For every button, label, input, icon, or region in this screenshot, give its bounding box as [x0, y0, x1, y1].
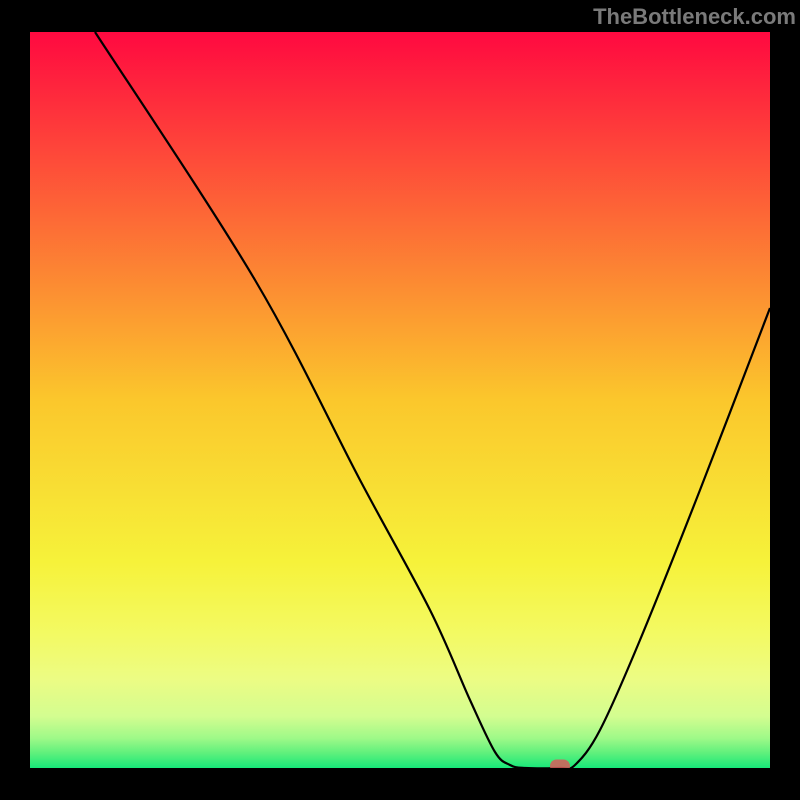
frame-border-right: [770, 0, 800, 800]
chart-frame: TheBottleneck.com: [0, 0, 800, 800]
frame-border-bottom: [0, 768, 800, 800]
frame-border-left: [0, 0, 30, 800]
plot-area: [30, 32, 770, 768]
watermark-label: TheBottleneck.com: [593, 4, 796, 30]
